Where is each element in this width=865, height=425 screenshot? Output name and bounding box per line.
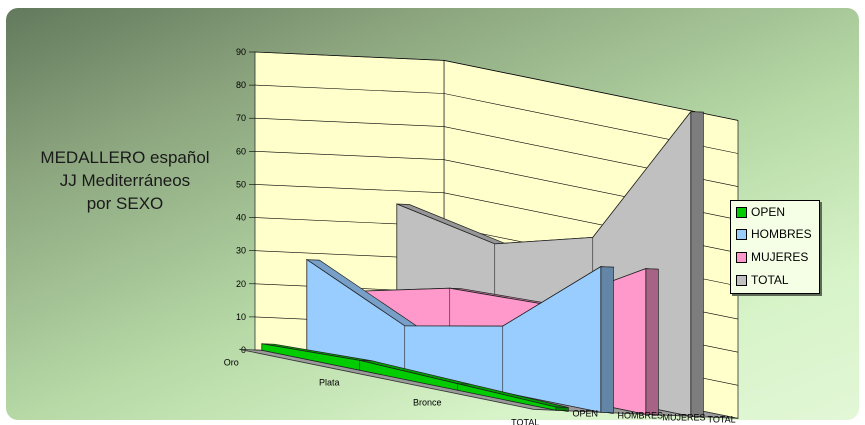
depth-tick-label: HOMBRES <box>618 411 664 421</box>
chart-legend: OPEN HOMBRES MUJERES TOTAL <box>730 200 820 294</box>
legend-swatch-open <box>736 206 747 218</box>
y-tick-label: 40 <box>236 213 246 223</box>
legend-label-open: OPEN <box>751 205 786 219</box>
x-tick-label: Bronce <box>413 397 442 407</box>
series-end-cap <box>690 111 704 418</box>
series-end-cap <box>600 266 614 414</box>
depth-tick-mark <box>562 410 569 412</box>
y-tick-label: 50 <box>236 179 246 189</box>
series-end-cap <box>555 406 569 412</box>
legend-item-open: OPEN <box>736 204 785 220</box>
x-tick-label: Oro <box>224 357 239 367</box>
series-hombres <box>305 258 615 414</box>
chart-title: MEDALLERO español JJ Mediterráneos por S… <box>20 146 230 215</box>
y-tick-label: 90 <box>236 47 246 57</box>
y-tick-label: 20 <box>236 279 246 289</box>
legend-label-mujeres: MUJERES <box>751 250 809 264</box>
depth-tick-label: OPEN <box>573 409 599 419</box>
legend-swatch-total <box>736 274 747 286</box>
chart-title-line-3: por SEXO <box>86 194 164 213</box>
chart-title-line-1: MEDALLERO español <box>40 148 210 167</box>
legend-label-total: TOTAL <box>751 273 789 287</box>
legend-item-total: TOTAL <box>736 272 789 288</box>
legend-swatch-mujeres <box>736 251 747 263</box>
legend-label-hombres: HOMBRES <box>751 227 812 241</box>
x-tick-label: TOTAL <box>511 417 539 425</box>
depth-tick-mark <box>697 416 704 418</box>
depth-tick-mark <box>607 412 614 414</box>
y-tick-label: 60 <box>236 146 246 156</box>
chart-title-line-2: JJ Mediterráneos <box>59 171 191 190</box>
depth-tick-mark <box>652 414 659 416</box>
series-end-cap <box>645 268 659 416</box>
gridline <box>254 51 739 121</box>
legend-item-mujeres: MUJERES <box>736 249 808 265</box>
legend-item-hombres: HOMBRES <box>736 226 812 242</box>
legend-swatch-hombres <box>736 228 747 240</box>
y-tick-label: 70 <box>236 113 246 123</box>
x-tick-label: Plata <box>319 377 340 387</box>
depth-tick-label: TOTAL <box>708 415 736 425</box>
series-open <box>261 343 569 412</box>
y-tick-label: 80 <box>236 80 246 90</box>
y-tick-label: 30 <box>236 246 246 256</box>
y-tick-label: 10 <box>236 312 246 322</box>
gridline <box>254 84 739 154</box>
depth-tick-label: MUJERES <box>663 413 706 423</box>
gridline <box>254 117 739 187</box>
